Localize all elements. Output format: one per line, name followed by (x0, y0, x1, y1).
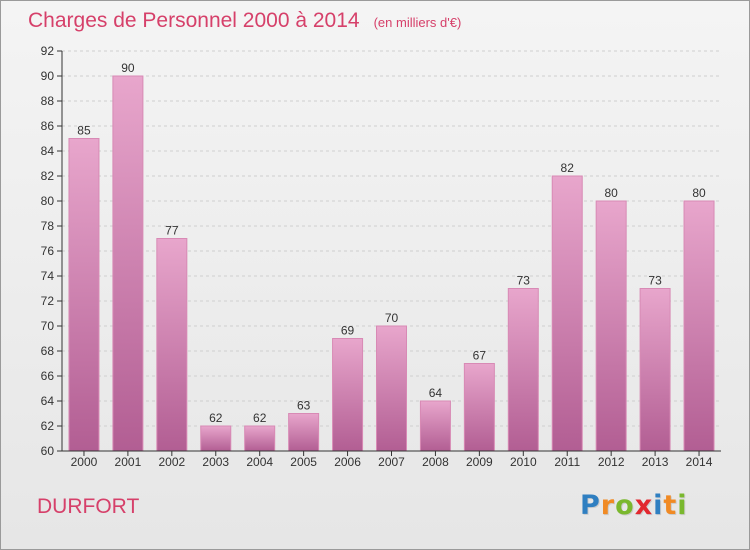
data-label: 73 (648, 274, 662, 288)
y-tick-label: 70 (41, 319, 55, 333)
bar (288, 413, 320, 452)
proxiti-logo-letter: i (653, 490, 664, 521)
y-tick-label: 82 (41, 169, 55, 183)
bar (595, 200, 627, 452)
y-tick-label: 68 (41, 344, 55, 358)
y-tick-label: 90 (41, 69, 55, 83)
x-tick-label: 2014 (686, 455, 713, 469)
x-tick-label: 2008 (422, 455, 449, 469)
data-label: 63 (297, 399, 311, 413)
x-tick-label: 2004 (246, 455, 273, 469)
proxiti-logo-letter: i (677, 490, 688, 521)
bar (244, 425, 276, 452)
x-tick-label: 2002 (158, 455, 185, 469)
x-tick-label: 2003 (202, 455, 229, 469)
data-label: 62 (209, 411, 223, 425)
data-label: 82 (561, 161, 575, 175)
proxiti-logo: Proxiti (580, 490, 688, 521)
proxiti-logo-letter: o (615, 490, 635, 521)
bar (376, 325, 407, 452)
x-tick-label: 2005 (290, 455, 317, 469)
x-tick-label: 2012 (598, 455, 625, 469)
x-tick-label: 2009 (466, 455, 493, 469)
bar (68, 138, 100, 452)
y-tick-label: 78 (41, 219, 55, 233)
bar (683, 200, 715, 452)
y-tick-label: 86 (41, 119, 55, 133)
bar (332, 338, 364, 452)
chart-title: Charges de Personnel 2000 à 2014 (en mill… (28, 9, 461, 33)
data-label: 90 (121, 61, 135, 75)
chart-title-main: Charges de Personnel 2000 à 2014 (28, 9, 360, 32)
bar (200, 425, 232, 452)
data-label: 69 (341, 324, 355, 338)
y-tick-label: 62 (41, 419, 55, 433)
y-tick-label: 92 (41, 44, 55, 58)
data-label: 77 (165, 224, 179, 238)
x-tick-label: 2006 (334, 455, 361, 469)
data-label: 85 (77, 124, 91, 138)
y-tick-label: 76 (41, 244, 55, 258)
proxiti-logo-letter: x (634, 490, 654, 521)
commune-name: DURFORT (37, 495, 140, 518)
x-tick-label: 2007 (378, 455, 405, 469)
data-label: 73 (517, 274, 531, 288)
bar (639, 288, 671, 452)
x-tick-label: 2001 (115, 455, 142, 469)
proxiti-logo-letter: t (663, 490, 678, 521)
data-label: 67 (473, 349, 487, 363)
y-tick-label: 84 (41, 144, 55, 158)
data-label: 64 (429, 386, 443, 400)
bar (507, 288, 539, 452)
data-label: 62 (253, 411, 267, 425)
data-label: 80 (604, 186, 618, 200)
bar (551, 175, 583, 452)
x-tick-label: 2010 (510, 455, 537, 469)
y-tick-label: 60 (41, 444, 55, 458)
bar (463, 363, 495, 452)
y-tick-label: 72 (41, 294, 55, 308)
proxiti-logo-letter: r (600, 490, 616, 521)
y-tick-label: 80 (41, 194, 55, 208)
y-tick-label: 74 (41, 269, 55, 283)
data-label: 70 (385, 311, 399, 325)
chart-title-unit: (en milliers d'€) (373, 15, 462, 30)
x-tick-label: 2000 (71, 455, 98, 469)
x-tick-label: 2011 (554, 455, 580, 469)
y-tick-label: 66 (41, 369, 55, 383)
x-tick-label: 2013 (642, 455, 669, 469)
y-tick-label: 64 (41, 394, 55, 408)
bar (112, 75, 144, 452)
bar (156, 238, 188, 452)
y-tick-label: 88 (41, 94, 55, 108)
proxiti-logo-letter: P (580, 490, 601, 521)
data-label: 80 (692, 186, 706, 200)
bar (419, 400, 451, 452)
